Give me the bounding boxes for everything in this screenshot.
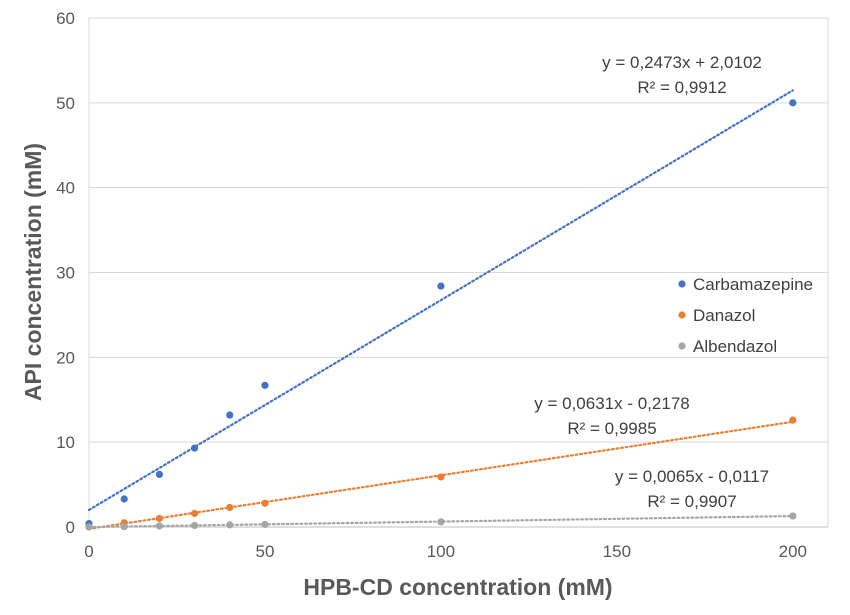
data-points: [85, 99, 797, 531]
legend-marker-danazol: [678, 311, 686, 319]
point-danazol: [226, 503, 234, 512]
point-albendazol: [155, 522, 163, 530]
equation-albendazol: y = 0,0065x - 0,0117: [615, 467, 769, 486]
point-carbamazepine: [226, 411, 234, 419]
legend-label-albendazol: Albendazol: [693, 337, 777, 356]
y-tick-label: 60: [56, 9, 75, 28]
x-tick-label: 200: [779, 542, 807, 561]
y-tick-label: 10: [56, 433, 75, 452]
point-albendazol: [789, 512, 797, 520]
legend-marker-carbamazepine: [678, 280, 686, 288]
point-danazol: [155, 514, 163, 523]
point-carbamazepine: [120, 495, 128, 503]
y-tick-label: 50: [56, 94, 75, 113]
point-carbamazepine: [789, 99, 797, 107]
point-albendazol: [437, 518, 445, 526]
y-tick-label: 0: [66, 518, 75, 537]
trendlines: [87, 89, 794, 530]
y-axis-ticks: 0 10 20 30 40 50 60: [56, 9, 75, 537]
legend-label-carbamazepine: Carbamazepine: [693, 275, 813, 294]
point-albendazol: [261, 520, 269, 529]
r2-carbamazepine: R² = 0,9912: [637, 78, 726, 97]
y-axis-title: API concentration (mM): [20, 143, 46, 401]
point-carbamazepine: [261, 381, 269, 389]
y-tick-label: 20: [56, 348, 75, 367]
x-tick-label: 50: [255, 542, 274, 561]
legend-label-danazol: Danazol: [693, 306, 755, 325]
point-danazol: [789, 416, 797, 424]
point-albendazol: [226, 521, 234, 529]
trendline-carbamazepine: [87, 89, 794, 512]
x-tick-label: 100: [427, 542, 455, 561]
point-danazol: [437, 473, 445, 481]
x-axis-title: HPB-CD concentration (mM): [303, 574, 612, 600]
gridlines: [89, 17, 828, 528]
equation-danazol: y = 0,0631x - 0,2178: [534, 394, 689, 413]
y-tick-label: 30: [56, 264, 75, 283]
x-axis-ticks: 0 50 100 150 200: [84, 542, 807, 561]
legend-marker-albendazol: [678, 342, 686, 350]
r2-danazol: R² = 0,9985: [567, 419, 656, 438]
legend: Carbamazepine Danazol Albendazol: [678, 275, 813, 356]
equation-carbamazepine: y = 0,2473x + 2,0102: [602, 53, 762, 72]
point-albendazol: [120, 522, 128, 531]
x-tick-label: 0: [84, 542, 93, 561]
trendline-equations: y = 0,2473x + 2,0102 R² = 0,9912 y = 0,063…: [534, 53, 769, 511]
point-carbamazepine: [155, 470, 163, 479]
point-danazol: [190, 509, 199, 518]
point-danazol: [261, 499, 269, 507]
r2-albendazol: R² = 0,9907: [647, 492, 736, 511]
point-carbamazepine: [437, 282, 445, 290]
point-albendazol: [85, 523, 93, 531]
point-albendazol: [190, 521, 199, 530]
x-tick-label: 150: [603, 542, 631, 561]
point-carbamazepine: [190, 444, 199, 452]
y-tick-label: 40: [56, 179, 75, 198]
